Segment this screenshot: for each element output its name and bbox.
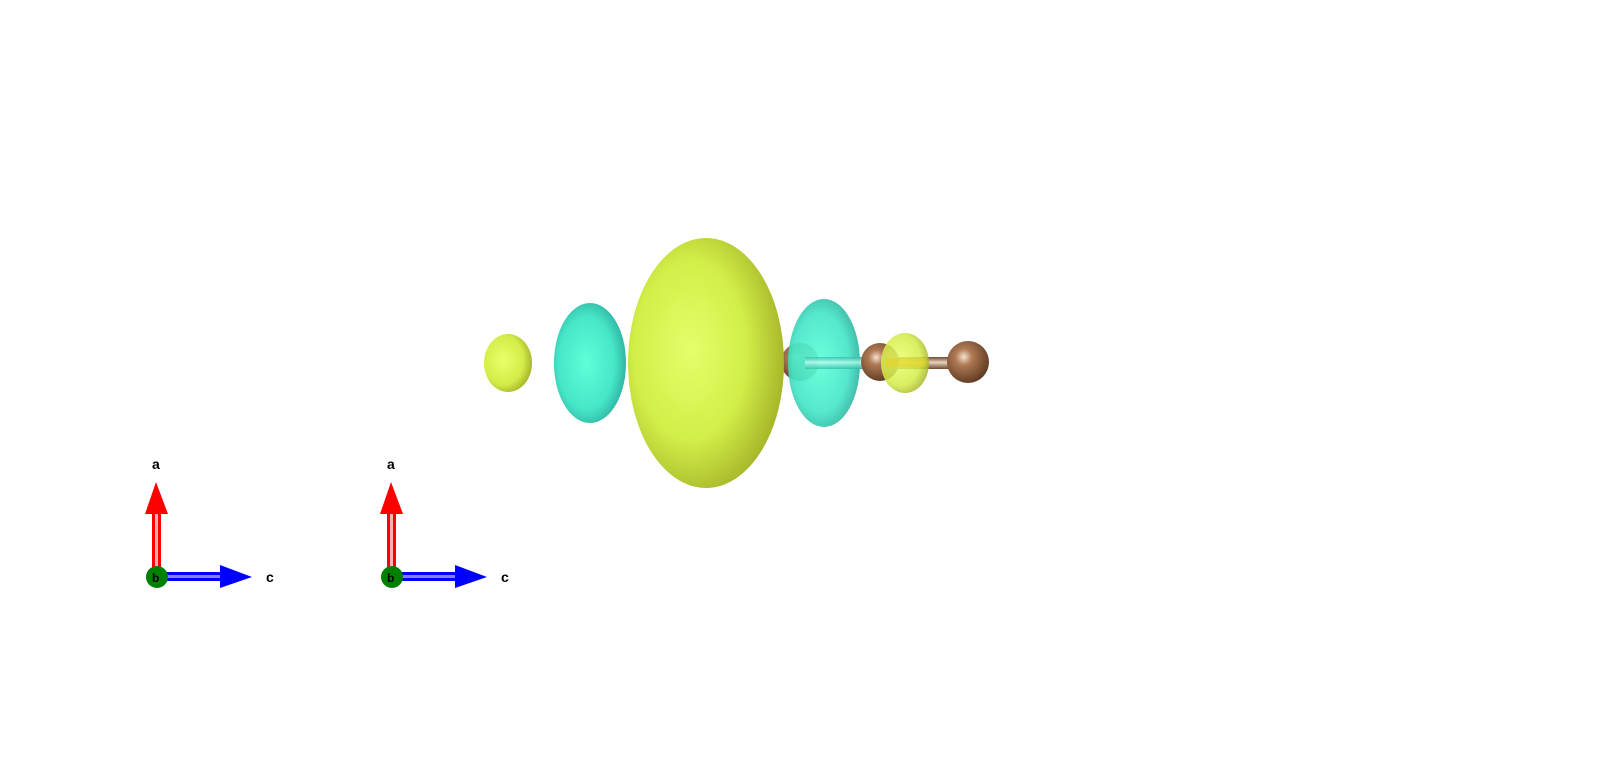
bond [886,358,926,367]
axis-a-arrowhead [145,482,168,514]
negative-isosurface-lobe [554,303,626,423]
axis-b-marker [381,566,403,588]
axis-a-label: a [387,456,395,472]
axis-a-arrowhead [380,482,403,514]
axis-b-marker [146,566,168,588]
axis-b-label: b [152,571,159,585]
axis-compass: a c b [145,456,274,588]
molecule-scene [484,238,989,488]
positive-isosurface-lobe [628,238,784,488]
atom-sphere [947,341,989,383]
axis-a-label: a [152,456,160,472]
axis-compass: a c b [380,456,509,588]
axis-c-label: c [266,569,274,585]
axis-c-arrowhead [220,565,252,588]
axis-c-arrowhead [455,565,487,588]
axis-b-label: b [387,571,394,585]
positive-isosurface-lobe [484,334,532,392]
axis-c-label: c [501,569,509,585]
bond [805,357,860,369]
